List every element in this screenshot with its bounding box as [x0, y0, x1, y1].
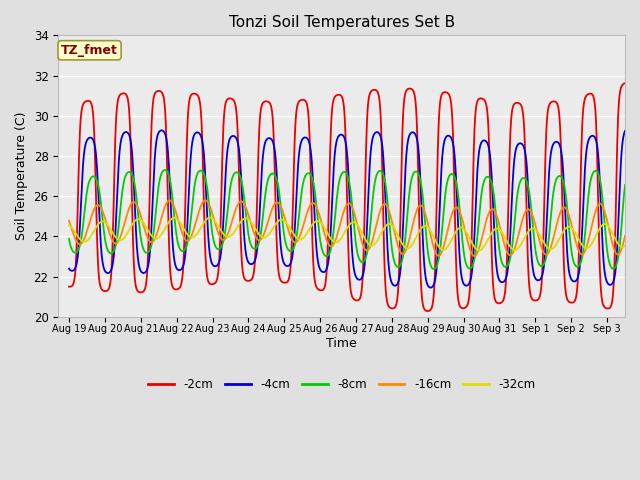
Y-axis label: Soil Temperature (C): Soil Temperature (C) [15, 112, 28, 240]
Text: TZ_fmet: TZ_fmet [61, 44, 118, 57]
Legend: -2cm, -4cm, -8cm, -16cm, -32cm: -2cm, -4cm, -8cm, -16cm, -32cm [143, 373, 540, 396]
Title: Tonzi Soil Temperatures Set B: Tonzi Soil Temperatures Set B [228, 15, 454, 30]
X-axis label: Time: Time [326, 337, 357, 350]
